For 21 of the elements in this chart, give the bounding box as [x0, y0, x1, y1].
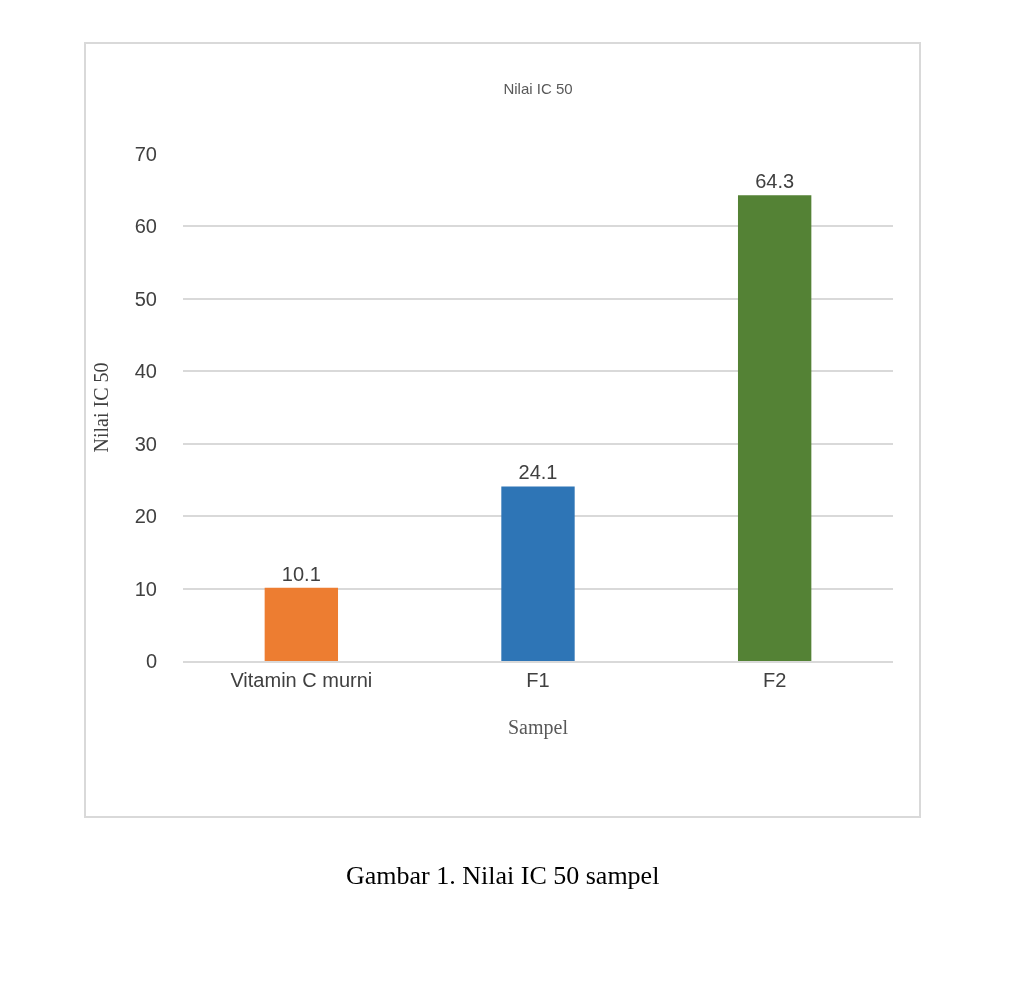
y-tick-label: 50: [134, 287, 157, 310]
x-tick-label: Vitamin C murni: [230, 669, 373, 691]
y-tick-label: 10: [134, 577, 157, 600]
y-axis-title: Nilai IC 50: [90, 362, 113, 453]
x-axis-title: Sampel: [508, 716, 569, 739]
x-tick-label: F1: [526, 669, 550, 691]
x-tick-label: F2: [763, 669, 787, 691]
text: Gambar 1. Nilai IC 50 sampel: [346, 861, 660, 890]
y-tick-label: 30: [134, 432, 157, 455]
y-tick-label: 0: [145, 650, 157, 672]
y-tick-label: 20: [134, 505, 157, 528]
bar: [501, 486, 575, 661]
y-tick-label: 70: [134, 143, 157, 165]
chart-title: Nilai IC 50: [503, 80, 573, 98]
y-tick-label: 40: [134, 360, 157, 383]
data-label: 24.1: [518, 461, 558, 484]
bar: [264, 587, 339, 661]
bar: [737, 195, 812, 661]
data-label: 64.3: [755, 170, 795, 193]
y-tick-label: 60: [134, 215, 157, 238]
data-label: 10.1: [281, 562, 321, 585]
